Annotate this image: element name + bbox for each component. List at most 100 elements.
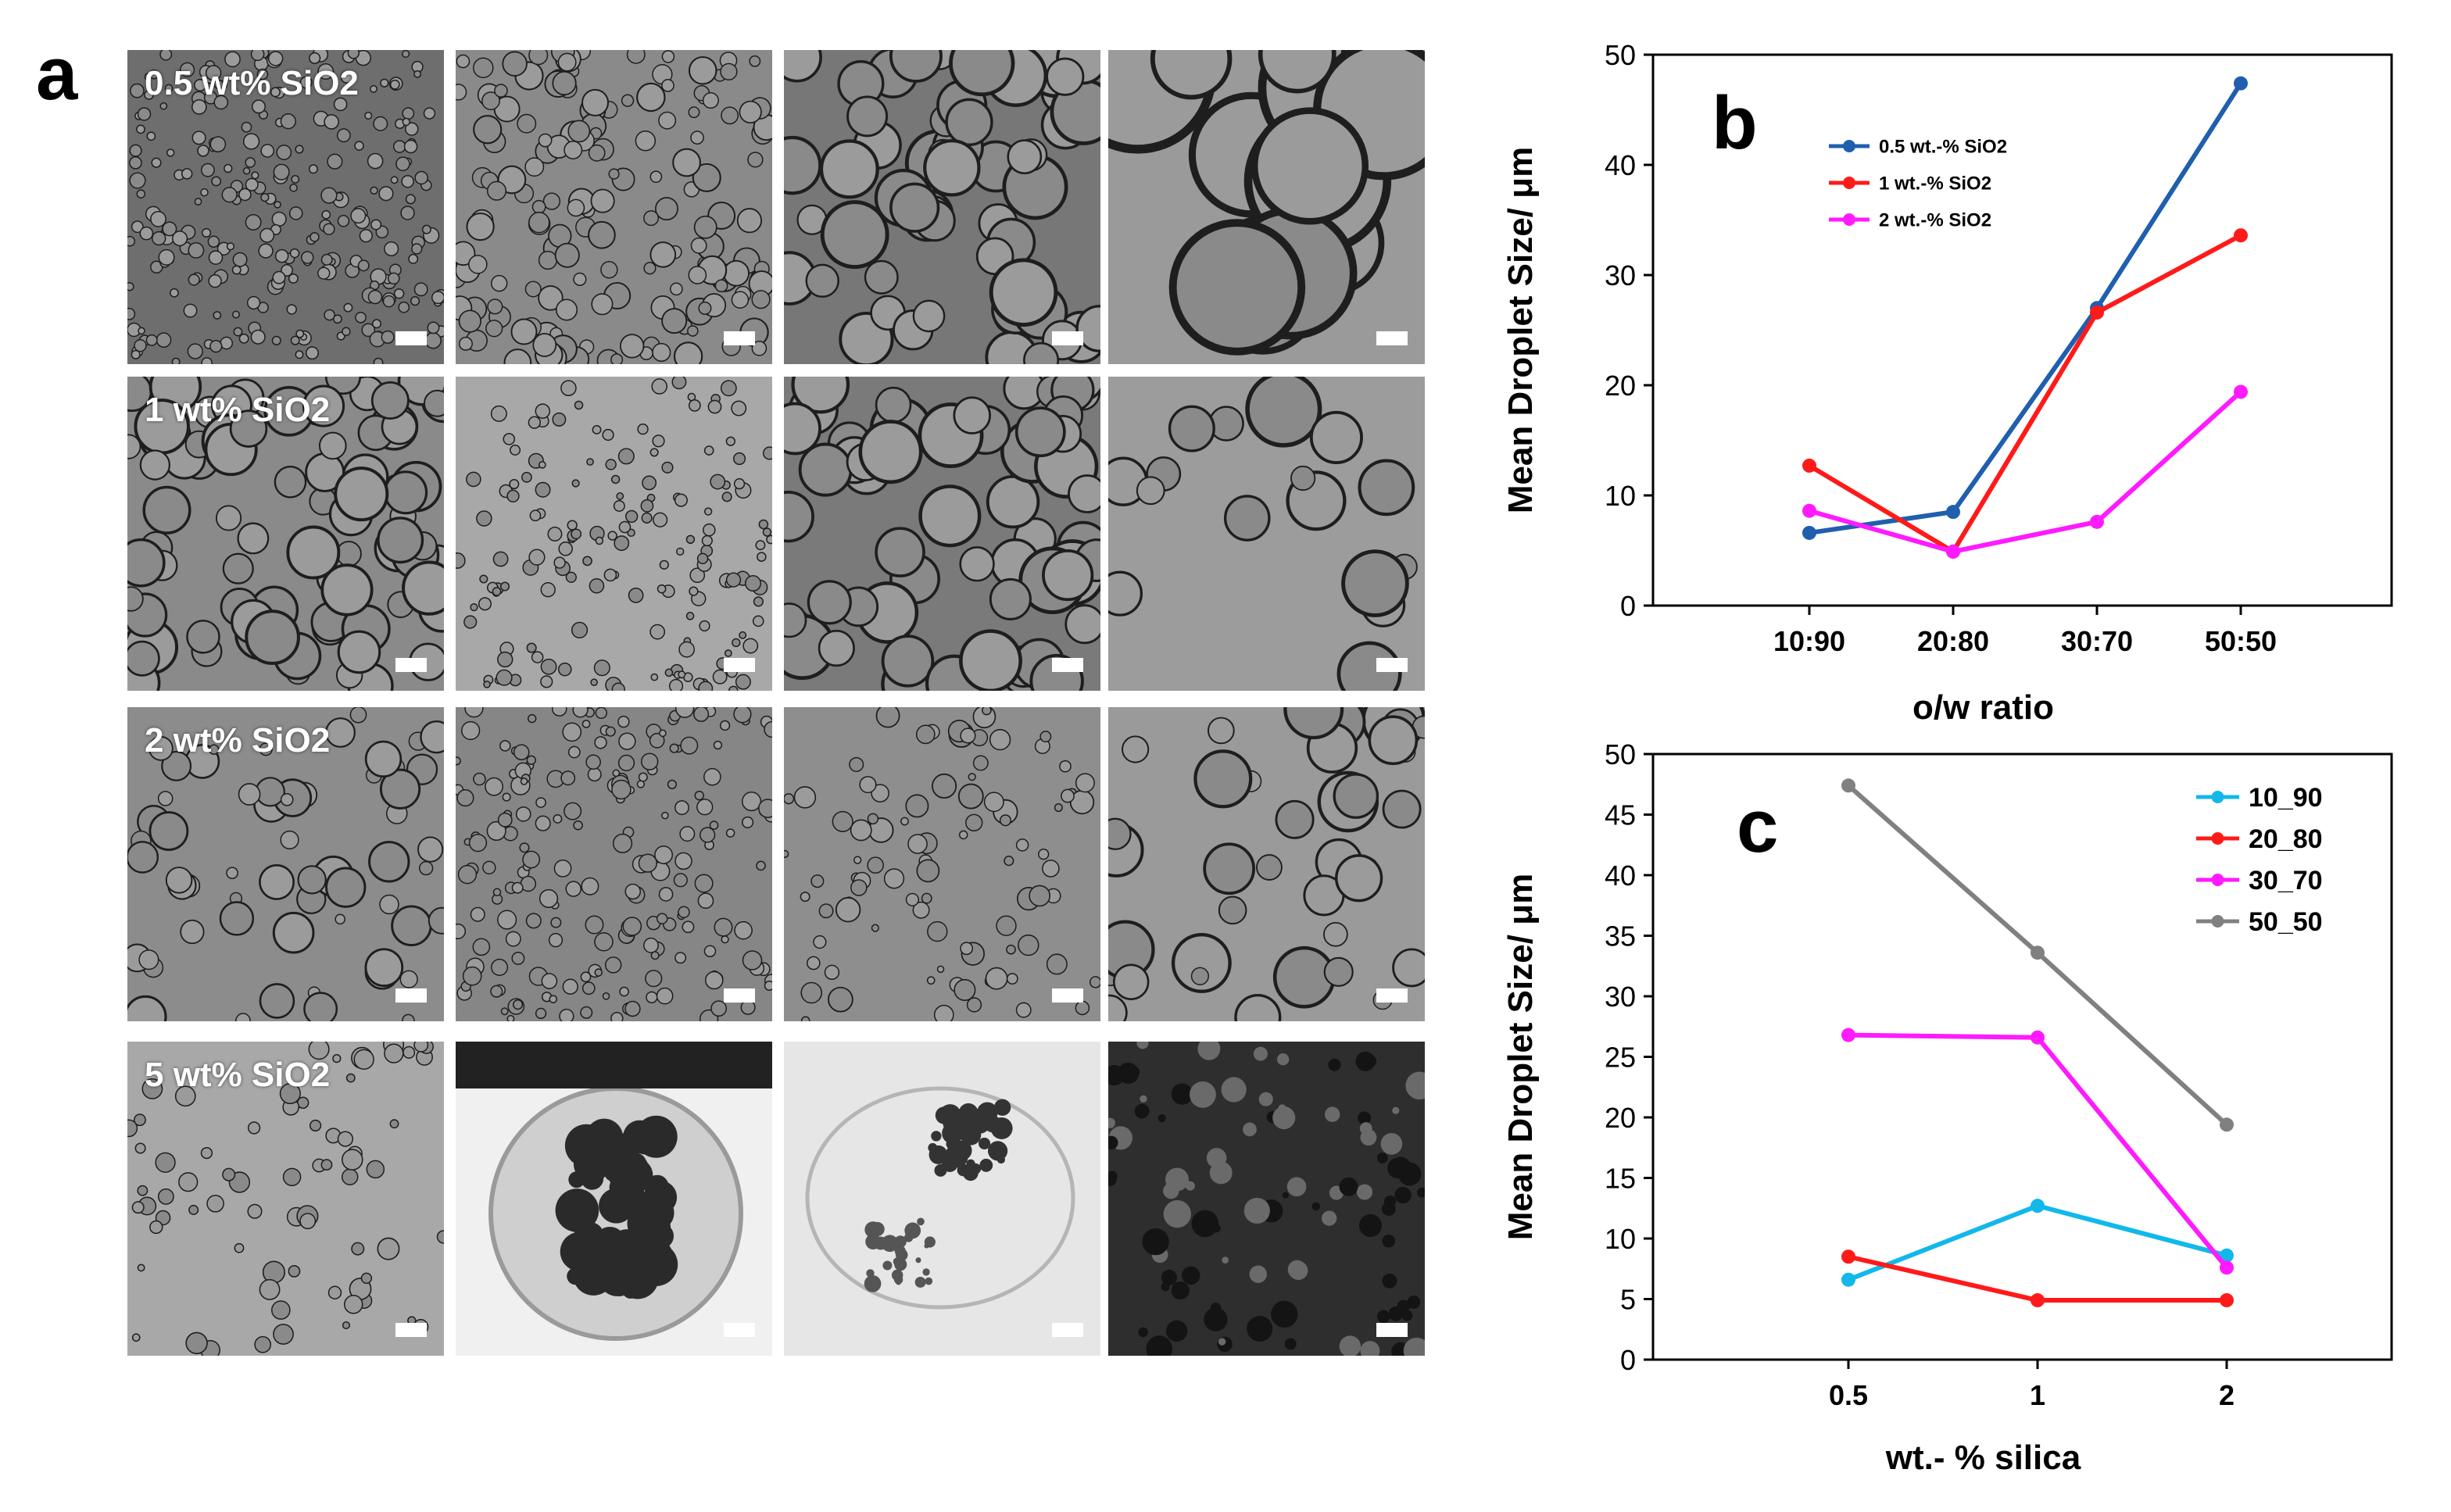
- row-label: 5 wt% SiO2: [145, 1056, 331, 1094]
- scale-bar: [1376, 658, 1408, 672]
- data-point: [2220, 1117, 2234, 1132]
- scale-bar: [395, 988, 427, 1003]
- y-tick-label: 50: [1605, 39, 1636, 71]
- legend-marker: [1843, 140, 1855, 152]
- chart-c: 0 5 10 15 20 25 30 35 40 45 50 0.5 1 2 wt.- % silica Me…: [1501, 738, 2393, 1477]
- scale-bar: [1376, 331, 1408, 345]
- micrograph-tile: [784, 50, 1100, 364]
- y-tick-label: 30: [1605, 259, 1636, 291]
- scale-bar: [1376, 988, 1408, 1003]
- micrograph-tile: 5 wt% SiO2: [127, 1042, 444, 1356]
- plot-frame: [1651, 53, 2393, 607]
- data-point: [2090, 305, 2104, 320]
- row-label: 1 wt% SiO2: [145, 391, 331, 429]
- y-tick-label: 0: [1620, 590, 1636, 622]
- data-point: [2234, 384, 2248, 399]
- micrograph-tile: [1108, 50, 1425, 364]
- x-axis-label: wt.- % silica: [1885, 1439, 2081, 1477]
- data-point: [1946, 505, 1960, 520]
- data-point: [1841, 1272, 1855, 1287]
- data-point: [2220, 1260, 2234, 1275]
- data-point: [1841, 1249, 1855, 1264]
- micrograph-tile: 2 wt% SiO2: [127, 707, 444, 1021]
- legend-label: 20_80: [2249, 824, 2323, 854]
- micrograph-tile: [1108, 707, 1425, 1021]
- micrograph-tile: [456, 377, 772, 691]
- y-tick-label: 10: [1605, 480, 1636, 512]
- scale-bar: [1052, 1323, 1083, 1337]
- y-tick-label: 20: [1605, 1102, 1636, 1134]
- legend-marker: [1843, 213, 1855, 226]
- micrograph-tile: [784, 377, 1100, 691]
- y-tick-label: 40: [1605, 149, 1636, 181]
- x-axis-label: o/w ratio: [1912, 688, 2054, 727]
- x-tick-label: 20:80: [1917, 625, 1989, 657]
- scale-bar: [395, 1323, 427, 1337]
- y-tick-label: 25: [1605, 1042, 1636, 1074]
- series-line: [1809, 390, 2243, 554]
- y-tick-label: 5: [1620, 1284, 1636, 1316]
- scale-bar: [1052, 331, 1083, 345]
- data-point: [2220, 1293, 2234, 1308]
- y-tick-label: 50: [1605, 738, 1636, 770]
- scale-bar: [724, 658, 755, 672]
- data-point: [2234, 228, 2248, 243]
- legend-label: 10_90: [2249, 783, 2323, 813]
- x-tick-label: 2: [2219, 1379, 2235, 1411]
- scale-bar: [724, 331, 755, 345]
- data-point: [1802, 525, 1816, 540]
- micrograph-tile: [456, 707, 772, 1021]
- scale-bar: [724, 988, 755, 1003]
- legend-marker: [2211, 791, 2224, 803]
- y-tick-label: 10: [1605, 1223, 1636, 1255]
- y-tick-label: 20: [1605, 370, 1636, 402]
- y-tick-label: 35: [1605, 920, 1636, 953]
- panel-a-letter: a: [36, 32, 78, 116]
- x-tick-label: 10:90: [1773, 625, 1845, 657]
- y-tick-label: 45: [1605, 799, 1636, 831]
- row-label: 2 wt% SiO2: [145, 721, 331, 760]
- scale-bar: [1376, 1323, 1408, 1337]
- micrograph-tile: [1108, 1042, 1425, 1356]
- legend-marker: [2211, 874, 2224, 886]
- data-point: [2031, 1199, 2045, 1214]
- legend-marker: [1843, 177, 1855, 189]
- x-tick-label: 30:70: [2061, 625, 2133, 657]
- legend-marker: [2211, 832, 2224, 845]
- scale-bar: [1052, 658, 1083, 672]
- data-point: [1841, 1028, 1855, 1042]
- y-tick-label: 30: [1605, 981, 1636, 1013]
- micrograph-tile: [784, 707, 1100, 1021]
- legend-label: 30_70: [2249, 866, 2323, 895]
- series-line: [1808, 233, 2242, 556]
- y-tick-label: 0: [1620, 1344, 1636, 1376]
- data-point: [1841, 778, 1855, 793]
- y-axis-label: Mean Droplet Size/ μm: [1501, 147, 1540, 513]
- legend-label: 1 wt.-% SiO2: [1879, 173, 1991, 194]
- micrograph-tile: [456, 50, 772, 364]
- data-point: [1802, 458, 1816, 473]
- panel-letter: c: [1737, 785, 1778, 868]
- x-tick-label: 50:50: [2205, 625, 2277, 657]
- scale-bar: [1052, 988, 1083, 1003]
- scale-bar: [395, 331, 427, 345]
- micrograph-tile: 1 wt% SiO2: [127, 377, 444, 691]
- micrograph-tile: 0.5 wt% SiO2: [127, 50, 444, 364]
- legend-marker: [2211, 915, 2224, 928]
- data-point: [1946, 544, 1960, 559]
- data-point: [2031, 1293, 2045, 1308]
- data-point: [2220, 1248, 2234, 1263]
- series-line: [1809, 82, 2243, 535]
- x-tick-label: 1: [2030, 1379, 2045, 1411]
- data-point: [2234, 76, 2248, 91]
- y-tick-label: 15: [1605, 1163, 1636, 1195]
- data-point: [2090, 514, 2104, 529]
- data-point: [1802, 503, 1816, 518]
- y-axis-label: Mean Droplet Size/ μm: [1501, 874, 1540, 1240]
- x-tick-label: 0.5: [1829, 1379, 1868, 1411]
- legend-label: 2 wt.-% SiO2: [1879, 209, 1991, 231]
- legend-label: 0.5 wt.-% SiO2: [1879, 136, 2007, 157]
- data-point: [2031, 1030, 2045, 1045]
- micrograph-tile: [456, 1042, 772, 1356]
- y-tick-label: 40: [1605, 860, 1636, 892]
